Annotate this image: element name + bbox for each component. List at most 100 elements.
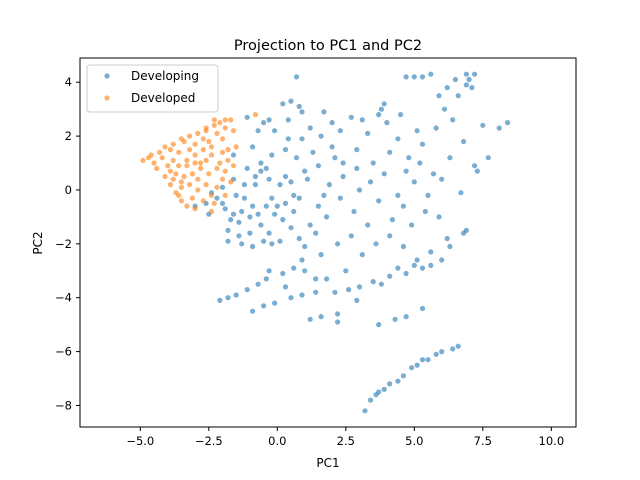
point-developed <box>195 176 201 182</box>
point-developing <box>332 289 338 295</box>
x-tick-label: −2.5 <box>195 434 223 448</box>
point-developing <box>433 125 439 131</box>
point-developing <box>285 117 291 123</box>
point-developing <box>414 128 420 134</box>
point-developing <box>219 200 226 206</box>
point-developing <box>302 243 308 250</box>
point-developed <box>167 147 173 153</box>
point-developed <box>189 171 195 177</box>
point-developing <box>447 155 453 161</box>
point-developing <box>288 295 294 301</box>
point-developing <box>354 165 360 171</box>
point-developing <box>433 351 439 357</box>
point-developed <box>217 160 223 166</box>
point-developing <box>296 103 302 110</box>
point-developing <box>340 173 346 180</box>
point-developed <box>206 138 212 145</box>
y-tick-label: 0 <box>65 183 72 197</box>
point-developing <box>474 168 480 174</box>
point-developing <box>299 257 305 263</box>
point-developing <box>428 249 434 255</box>
point-developed <box>170 157 176 163</box>
point-developing <box>387 233 393 239</box>
point-developing <box>324 214 330 220</box>
point-developing <box>400 243 406 250</box>
point-developed <box>222 117 228 123</box>
point-developing <box>258 168 264 174</box>
point-developed <box>176 163 182 169</box>
point-developing <box>318 252 324 258</box>
point-developing <box>214 195 220 201</box>
point-developing <box>244 165 250 171</box>
point-developed <box>208 144 215 150</box>
point-developing <box>359 117 365 123</box>
point-developing <box>230 152 237 158</box>
point-developing <box>282 200 289 206</box>
point-developing <box>403 314 409 320</box>
point-developing <box>381 101 387 107</box>
point-developing <box>266 268 272 274</box>
x-axis-label: PC1 <box>316 456 339 470</box>
point-developing <box>417 160 423 166</box>
point-developing <box>239 208 245 215</box>
point-developing <box>395 192 401 198</box>
point-developed <box>195 130 201 136</box>
point-developed <box>151 160 157 166</box>
point-developing <box>411 74 417 80</box>
point-developed <box>162 173 168 180</box>
point-developed <box>222 168 228 174</box>
point-developing <box>348 114 354 120</box>
point-developing <box>452 76 458 83</box>
point-developed <box>222 125 228 131</box>
point-developing <box>282 284 289 290</box>
point-developed <box>211 117 217 123</box>
point-developing <box>225 238 231 244</box>
point-developing <box>422 208 428 215</box>
point-developed <box>140 157 146 163</box>
point-developing <box>419 74 426 80</box>
point-developing <box>387 273 393 279</box>
data-points <box>140 71 511 414</box>
point-developing <box>441 106 448 112</box>
point-developing <box>335 319 341 325</box>
point-developing <box>411 179 417 185</box>
point-developing <box>225 295 231 301</box>
point-developed <box>219 136 226 142</box>
point-developed <box>167 182 173 188</box>
legend-box <box>86 64 219 113</box>
point-developing <box>272 300 278 306</box>
point-developing <box>269 195 275 201</box>
point-developing <box>225 227 231 233</box>
point-developed <box>192 160 198 166</box>
point-developing <box>414 362 420 368</box>
point-developed <box>178 184 184 190</box>
point-developing <box>384 120 390 126</box>
point-developed <box>195 187 201 193</box>
point-developed <box>170 141 176 147</box>
point-developed <box>189 195 195 201</box>
point-developing <box>247 230 253 236</box>
point-developing <box>299 136 305 142</box>
point-developed <box>230 128 237 134</box>
point-developed <box>165 163 171 169</box>
point-developing <box>395 136 401 142</box>
point-developing <box>258 160 264 166</box>
point-developing <box>472 163 478 169</box>
point-developing <box>439 176 445 182</box>
point-developing <box>310 149 316 155</box>
legend-label-developing: Developing <box>131 69 199 83</box>
point-developing <box>414 257 420 263</box>
point-developed <box>203 157 209 163</box>
point-developing <box>277 238 283 244</box>
point-developed <box>217 120 223 126</box>
point-developing <box>356 284 363 290</box>
point-developing <box>376 322 382 328</box>
point-developing <box>406 155 412 161</box>
point-developing <box>332 155 338 161</box>
point-developed <box>206 171 212 177</box>
y-tick-label: 4 <box>65 75 72 89</box>
point-developing <box>392 316 398 322</box>
point-developed <box>178 179 184 185</box>
point-developing <box>313 230 319 236</box>
